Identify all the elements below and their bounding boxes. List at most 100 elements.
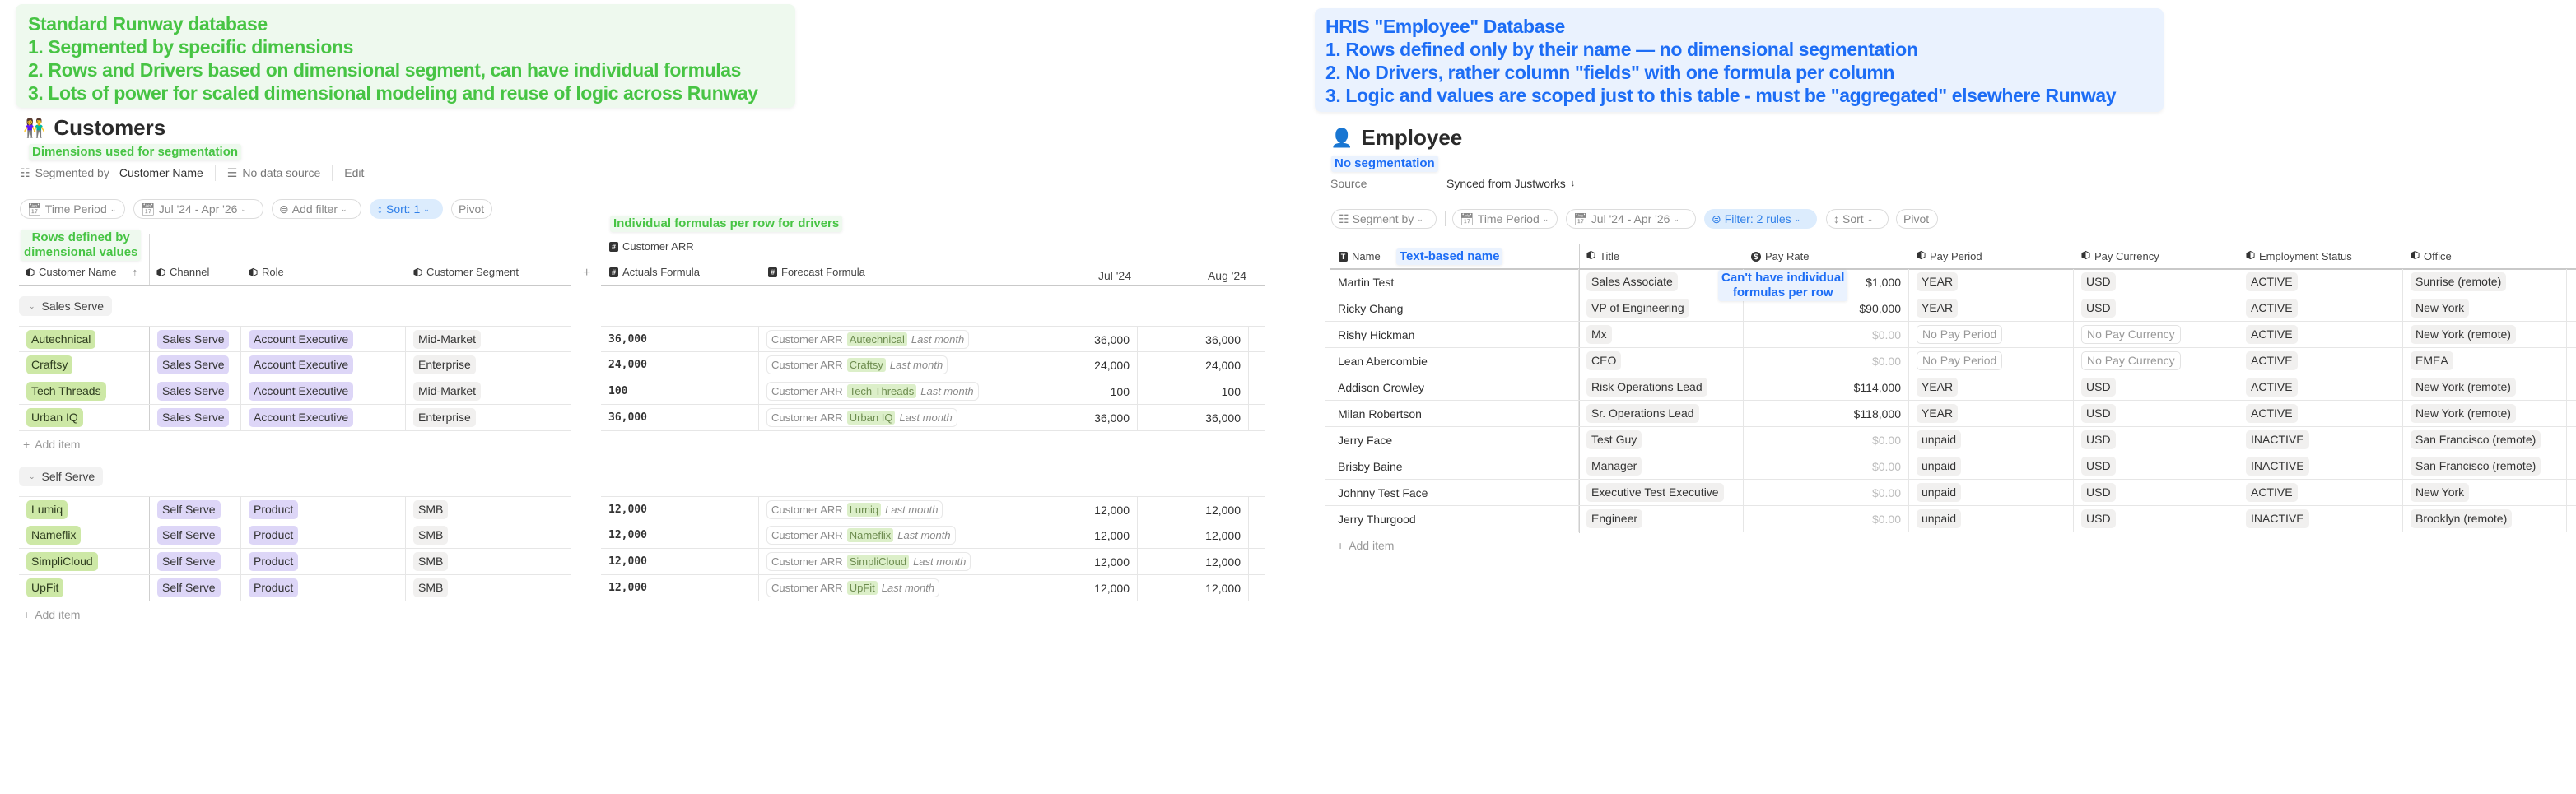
cell-title[interactable]: Risk Operations Lead — [1579, 374, 1744, 400]
pay-period-tag[interactable]: unpaid — [1917, 430, 1962, 449]
actuals-formula-cell[interactable]: 12,000 — [601, 575, 759, 601]
column-header-month[interactable]: Jul '24 — [1097, 269, 1131, 282]
currency-tag[interactable]: USD — [2081, 457, 2116, 476]
cell-title[interactable]: Test Guy — [1579, 427, 1744, 453]
pay-period-tag[interactable]: YEAR — [1917, 378, 1959, 397]
time-period-button[interactable]: 📅︎ Time Period ⌄ — [20, 199, 125, 219]
add-column-button[interactable]: + — [583, 266, 591, 280]
actuals-formula-cell[interactable]: 36,000 — [601, 327, 759, 352]
cell-office[interactable]: New York (remote) — [2403, 401, 2567, 426]
forecast-formula[interactable]: Customer ARR Urban IQ Last month — [766, 408, 957, 427]
cell[interactable]: Craftsy — [19, 352, 150, 378]
cell-status[interactable]: INACTIVE — [2238, 427, 2403, 453]
cell[interactable]: Self Serve — [150, 575, 241, 601]
role-tag[interactable]: Account Executive — [249, 355, 354, 374]
table-row[interactable]: Jerry Thurgood Engineer $0.00 unpaid USD INAC… — [1325, 506, 2576, 532]
cell[interactable]: Tech Threads — [19, 378, 150, 404]
status-tag[interactable]: ACTIVE — [2246, 325, 2298, 344]
driver-header-customer-arr[interactable]: # Customer ARR — [609, 240, 694, 253]
office-tag[interactable]: New York (remote) — [2411, 325, 2516, 344]
channel-tag[interactable]: Sales Serve — [157, 355, 230, 374]
cell[interactable]: Self Serve — [150, 549, 241, 574]
cell-title[interactable]: Mx — [1579, 322, 1744, 347]
group-header-toggle[interactable]: ⌄ Sales Serve — [19, 296, 113, 316]
cell[interactable]: Sales Serve — [150, 352, 241, 378]
column-header-customer-name[interactable]: Customer Name ↑ — [26, 266, 137, 278]
cell-pay-rate[interactable]: $0.00 — [1744, 506, 1909, 532]
actuals-formula-cell[interactable]: 12,000 — [601, 549, 759, 574]
customer-name-tag[interactable]: Craftsy — [26, 355, 73, 374]
status-tag[interactable]: INACTIVE — [2246, 457, 2309, 476]
segment-tag[interactable]: Mid-Market — [413, 330, 482, 349]
currency-tag[interactable]: No Pay Currency — [2081, 351, 2181, 370]
cell[interactable]: Mid-Market — [406, 327, 571, 352]
segment-tag[interactable]: Enterprise — [413, 408, 476, 427]
month-value-cell[interactable]: 12,000 — [1138, 549, 1249, 574]
cell-name[interactable]: Jerry Face — [1325, 427, 1579, 453]
cell-pay-period[interactable]: No Pay Period — [1909, 348, 2074, 374]
status-tag[interactable]: ACTIVE — [2246, 378, 2298, 397]
table-row[interactable]: Urban IQ Sales Serve Account Executive Ente… — [19, 405, 571, 431]
title-tag[interactable]: Executive Test Executive — [1586, 483, 1724, 502]
column-header-month[interactable]: Aug '24 — [1207, 269, 1246, 282]
cell[interactable]: Lumiq — [19, 497, 150, 522]
segment-tag[interactable]: Mid-Market — [413, 382, 482, 401]
actuals-formula-cell[interactable]: 12,000 — [601, 522, 759, 548]
office-tag[interactable]: Sunrise (remote) — [2411, 272, 2507, 291]
office-tag[interactable]: New York — [2411, 483, 2470, 502]
cell-status[interactable]: ACTIVE — [2238, 322, 2403, 347]
table-row[interactable]: Milan Robertson Sr. Operations Lead $118,0… — [1325, 401, 2576, 427]
cell[interactable]: SMB — [406, 522, 571, 548]
table-row[interactable]: UpFit Self Serve Product SMB — [19, 575, 571, 601]
role-tag[interactable]: Product — [249, 500, 299, 519]
table-row[interactable]: SimpliCloud Self Serve Product SMB — [19, 549, 571, 575]
table-row[interactable]: Jerry Face Test Guy $0.00 unpaid USD INACTIVE… — [1325, 427, 2576, 453]
table-row[interactable]: Nameflix Self Serve Product SMB — [19, 522, 571, 549]
customer-name-tag[interactable]: SimpliCloud — [26, 552, 98, 571]
month-value-cell[interactable]: 12,000 — [1138, 497, 1249, 522]
driver-row[interactable]: 36,000 Customer ARR Urban IQ Last month 36,0… — [601, 405, 1265, 431]
status-tag[interactable]: ACTIVE — [2246, 351, 2298, 370]
cell[interactable]: Enterprise — [406, 352, 571, 378]
forecast-formula-cell[interactable]: Customer ARR UpFit Last month — [759, 575, 1022, 601]
month-value-cell[interactable]: 100 — [1138, 378, 1249, 404]
cell[interactable]: Autechnical — [19, 327, 150, 352]
cell-office[interactable]: EMEA — [2403, 348, 2567, 374]
currency-tag[interactable]: USD — [2081, 299, 2116, 318]
cell-pay-period[interactable]: unpaid — [1909, 480, 2074, 505]
cell[interactable]: SimpliCloud — [19, 549, 150, 574]
currency-tag[interactable]: USD — [2081, 509, 2116, 528]
cell-office[interactable]: New York (remote) — [2403, 322, 2567, 347]
forecast-formula[interactable]: Customer ARR Lumiq Last month — [766, 500, 943, 519]
cell-status[interactable]: ACTIVE — [2238, 374, 2403, 400]
pivot-button[interactable]: Pivot — [451, 199, 492, 219]
cell[interactable]: Urban IQ — [19, 405, 150, 430]
data-source[interactable]: No data source — [242, 166, 321, 179]
forecast-formula[interactable]: Customer ARR Nameflix Last month — [766, 526, 956, 545]
table-row[interactable]: Ricky Chang VP of Engineering $90,000 YEAR U… — [1325, 295, 2576, 322]
cell-name[interactable]: Brisby Baine — [1325, 453, 1579, 479]
date-range-button[interactable]: 📅︎ Jul '24 - Apr '26 ⌄ — [133, 199, 263, 219]
table-row[interactable]: Tech Threads Sales Serve Account Executive… — [19, 378, 571, 405]
cell[interactable]: SMB — [406, 497, 571, 522]
cell[interactable]: Self Serve — [150, 497, 241, 522]
cell-office[interactable]: San Francisco (remote) — [2403, 427, 2567, 453]
role-tag[interactable]: Account Executive — [249, 330, 354, 349]
cell[interactable]: Product — [241, 497, 406, 522]
cell-name[interactable]: Martin Test — [1325, 269, 1579, 295]
cell-status[interactable]: INACTIVE — [2238, 453, 2403, 479]
cell-title[interactable]: Sr. Operations Lead — [1579, 401, 1744, 426]
month-value-cell[interactable]: 36,000 — [1138, 327, 1249, 352]
cell-currency[interactable]: USD — [2074, 453, 2238, 479]
pivot-button[interactable]: Pivot — [1896, 209, 1938, 229]
column-header-pay-period[interactable]: Pay Period — [1917, 250, 1982, 262]
customer-name-tag[interactable]: Lumiq — [26, 500, 68, 519]
cell[interactable]: Account Executive — [241, 352, 406, 378]
column-header-name[interactable]: T Name — [1339, 250, 1381, 262]
cell[interactable]: Product — [241, 549, 406, 574]
cell-office[interactable]: New York — [2403, 480, 2567, 505]
currency-tag[interactable]: USD — [2081, 378, 2116, 397]
title-tag[interactable]: Sales Associate — [1586, 272, 1678, 291]
cell[interactable]: Sales Serve — [150, 327, 241, 352]
cell[interactable]: Product — [241, 575, 406, 601]
